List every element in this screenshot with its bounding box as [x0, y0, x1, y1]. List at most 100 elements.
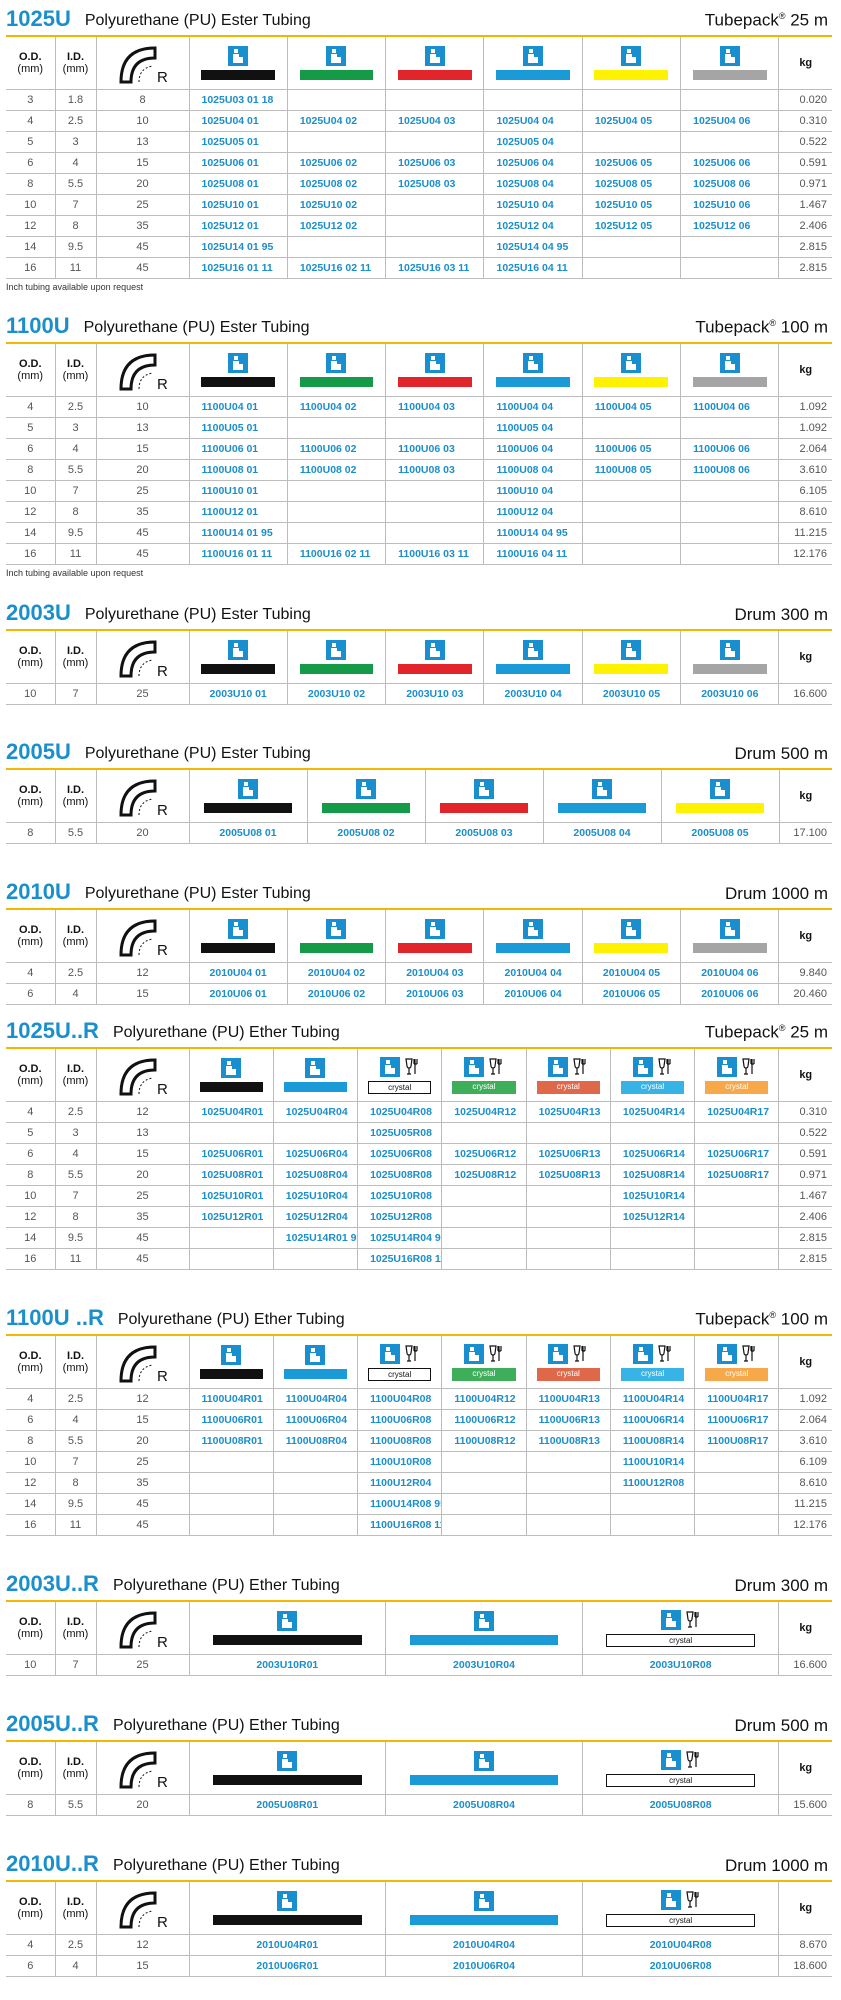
- color-swatch: [397, 70, 472, 80]
- icon-glyph: [233, 643, 244, 657]
- od-cell: 8: [6, 1794, 55, 1816]
- id-cell: 2.5: [54, 1101, 96, 1123]
- color-swatch: crystal: [606, 1773, 755, 1787]
- part-number: 1025U04 03: [385, 110, 484, 132]
- bend-radius-cell: 45: [95, 257, 189, 279]
- icons: [288, 919, 385, 939]
- bend-radius: [138, 659, 153, 676]
- id-cell: 7: [54, 1654, 96, 1676]
- bend-label: R: [157, 1368, 168, 1383]
- data-row: 10 7 25 2003U10R01 2003U10R04 2003U10R08 16.60…: [6, 1654, 832, 1676]
- icon-glyph: [331, 356, 342, 370]
- part-number: 1025U04 06: [680, 110, 779, 132]
- icon-glyph: [665, 1892, 676, 1907]
- od-cell: 4: [6, 396, 55, 418]
- bend-icon: R: [118, 1750, 168, 1791]
- part-number: 1025U04R01: [188, 1101, 274, 1123]
- weight-cell: 1.092: [778, 396, 832, 418]
- part-number: [581, 417, 681, 439]
- color-swatch: [409, 1915, 559, 1925]
- kg-header: kg: [778, 1882, 832, 1935]
- bend-radius-cell: 15: [95, 1955, 189, 1977]
- machine-icon: [660, 1889, 681, 1910]
- part-number: 1025U08 04: [483, 173, 583, 195]
- part-number: 1100U04R12: [441, 1388, 527, 1410]
- crystal-label: crystal: [472, 1368, 496, 1378]
- part-number: 1100U08 02: [286, 459, 386, 481]
- part-number: 1025U04R08: [357, 1101, 442, 1123]
- color-header: [660, 770, 779, 823]
- header-unit: (mm): [17, 936, 44, 948]
- bend-header: R: [95, 1049, 189, 1102]
- icon-glyph: [282, 1754, 293, 1768]
- part-number: [286, 89, 386, 111]
- pack-mark: ®: [769, 1310, 777, 1321]
- bend-header: R: [95, 1882, 189, 1935]
- color-swatch: [594, 664, 669, 674]
- part-number: 1100U10R08: [357, 1451, 442, 1473]
- color-swatch: crystal: [606, 1913, 755, 1927]
- part-number: 2010U06 04: [483, 983, 583, 1005]
- part-number: 1025U06R01: [188, 1143, 274, 1165]
- icon-glyph: [226, 1061, 237, 1075]
- od-cell: 8: [6, 1164, 55, 1186]
- icons: [190, 1345, 273, 1365]
- color-swatch: [299, 943, 374, 953]
- part-number: 1100U10R14: [609, 1451, 695, 1473]
- bend-header: R: [95, 37, 189, 90]
- weight-cell: 8.610: [778, 501, 832, 523]
- packaging: Tubepack® 25 m: [705, 7, 828, 30]
- part-number: 2010U06 02: [286, 983, 386, 1005]
- weight-cell: 0.591: [778, 152, 832, 174]
- part-number: 1100U12R08: [609, 1472, 695, 1494]
- icon-glyph: [597, 782, 607, 796]
- part-number: 1100U08R17: [694, 1430, 779, 1452]
- color-header: crystal: [357, 1336, 442, 1389]
- bend-icon: R: [118, 918, 168, 959]
- part-number: 1025U06 03: [385, 152, 484, 174]
- od-cell: 8: [6, 459, 55, 481]
- color-swatch: crystal: [705, 1367, 769, 1381]
- product-title: Polyurethane (PU) Ether Tubing: [112, 1857, 340, 1874]
- header-label: I.D.: [66, 645, 85, 657]
- id-header: I.D. (mm): [54, 1602, 96, 1655]
- machine-icon: [305, 1058, 326, 1078]
- id-cell: 5.5: [54, 1164, 96, 1186]
- data-row: 12 8 35 1100U12R04 1100U12R08 8.610: [6, 1472, 832, 1494]
- icons: [527, 1056, 610, 1077]
- color-swatch: [203, 803, 293, 813]
- part-number: 1025U03 01 18: [188, 89, 288, 111]
- data-row: 12 8 35 1100U12 01 1100U12 04 8.610: [6, 501, 832, 523]
- color-header: [188, 37, 288, 90]
- color-swatch: crystal: [536, 1080, 600, 1094]
- bend-radius: [138, 1770, 153, 1787]
- food-icon: [573, 1344, 586, 1362]
- part-number: 2010U06R04: [385, 1955, 583, 1977]
- part-number: [188, 1227, 274, 1249]
- part-number: 1100U06R17: [694, 1409, 779, 1431]
- data-row: 8 5.5 20 2005U08 01 2005U08 02 2005U08 03 2005…: [6, 822, 832, 844]
- icons: [611, 1343, 694, 1364]
- section-header: 2003U Polyurethane (PU) Ester Tubing Drum …: [6, 599, 832, 631]
- machine-icon: [473, 1611, 494, 1631]
- part-number: 1025U06 05: [581, 152, 681, 174]
- icons: [359, 1343, 442, 1364]
- color-swatch: crystal: [536, 1367, 600, 1381]
- part-number: 1100U06R13: [525, 1409, 611, 1431]
- color-header: crystal: [441, 1049, 527, 1102]
- part-number: 2010U04 06: [680, 962, 779, 984]
- bend-icon: R: [118, 1890, 168, 1931]
- bend-radius-cell: 35: [95, 1206, 189, 1228]
- section: 1100U Polyurethane (PU) Ester Tubing Tubep…: [6, 312, 832, 578]
- weight-cell: 20.460: [778, 983, 832, 1005]
- part-number: 1100U06 02: [286, 438, 386, 460]
- bend-icon: R: [118, 1057, 168, 1098]
- bend-header: R: [95, 1742, 189, 1795]
- part-number: 1100U04 02: [286, 396, 386, 418]
- bend-tube: [118, 1750, 156, 1788]
- part-number: 1025U08 05: [581, 173, 681, 195]
- icons: [682, 46, 779, 66]
- bend-radius-cell: 13: [95, 1122, 189, 1144]
